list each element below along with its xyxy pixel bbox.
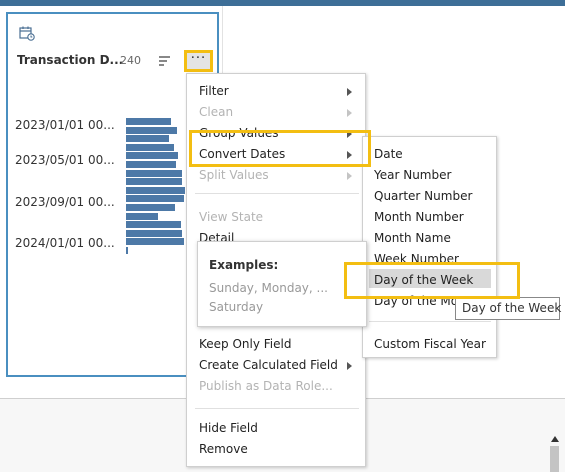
field-profile-card[interactable]: Transaction D... 240 ··· 2023/01/01 00..…	[6, 12, 219, 377]
histogram-bar[interactable]	[126, 118, 171, 125]
histogram-bar[interactable]	[126, 126, 177, 134]
axis-tick-label: 2023/01/01 00...	[15, 118, 115, 132]
examples-text: Sunday, Monday, ... Saturday	[209, 281, 328, 314]
submenu-item-day-of-the-week[interactable]: Day of the Week	[374, 273, 474, 287]
histogram-bar[interactable]	[126, 229, 182, 237]
submenu-item-year-number[interactable]: Year Number	[374, 168, 452, 182]
histogram-bar[interactable]	[126, 143, 174, 151]
menu-item-keep-only-field[interactable]: Keep Only Field	[199, 337, 292, 351]
submenu-item-quarter-number[interactable]: Quarter Number	[374, 189, 473, 203]
menu-item-convert-dates[interactable]: Convert Dates	[199, 147, 286, 161]
submenu-item-month-name[interactable]: Month Name	[374, 231, 451, 245]
scrollbar-thumb[interactable]	[550, 446, 559, 472]
histogram-bar[interactable]	[126, 135, 169, 143]
histogram-bar[interactable]	[126, 152, 178, 160]
menu-item-create-calculated-field[interactable]: Create Calculated Field	[199, 358, 338, 372]
field-name: Transaction D...	[17, 53, 124, 67]
axis-tick-label: 2023/09/01 00...	[15, 195, 115, 209]
submenu-arrow-icon	[347, 130, 352, 138]
submenu-hover-highlight	[369, 269, 491, 288]
hover-tooltip: Day of the Week	[455, 297, 561, 320]
examples-panel: Examples: Sunday, Monday, ... Saturday	[197, 241, 367, 327]
highlight-day-of-week	[344, 262, 520, 299]
menu-separator	[195, 193, 359, 194]
menu-item-clean: Clean	[199, 105, 234, 119]
submenu-item-custom-fiscal-year[interactable]: Custom Fiscal Year	[374, 337, 486, 351]
menu-item-view-state: View State	[199, 210, 264, 224]
examples-title: Examples:	[209, 258, 279, 272]
axis-tick-label: 2024/01/01 00...	[15, 236, 115, 250]
menu-item-group-values[interactable]: Group Values	[199, 126, 279, 140]
calendar-icon	[19, 26, 35, 41]
field-count: 240	[120, 54, 141, 67]
histogram-bar[interactable]	[126, 178, 182, 186]
sort-icon[interactable]	[158, 55, 172, 67]
histogram-bar[interactable]	[126, 247, 128, 254]
submenu-arrow-icon	[347, 362, 352, 370]
histogram-bar[interactable]	[126, 161, 176, 168]
histogram-bar[interactable]	[126, 212, 158, 220]
axis-tick-label: 2023/05/01 00...	[15, 153, 115, 167]
histogram-bar[interactable]	[126, 186, 185, 194]
histogram-bar[interactable]	[126, 204, 175, 211]
highlight-convert-dates	[189, 130, 371, 167]
histogram-bar[interactable]	[126, 221, 181, 229]
menu-item-filter[interactable]: Filter	[199, 84, 229, 98]
submenu-arrow-icon	[347, 109, 352, 117]
menu-item-hide-field[interactable]: Hide Field	[199, 421, 258, 435]
submenu-separator	[369, 321, 491, 322]
menu-separator	[195, 408, 359, 409]
submenu-item-month-number[interactable]: Month Number	[374, 210, 464, 224]
histogram-bar[interactable]	[126, 169, 182, 177]
submenu-arrow-icon	[347, 151, 352, 159]
menu-item-split-values: Split Values	[199, 168, 269, 182]
more-options-button[interactable]: ···	[184, 50, 213, 72]
submenu-item-date[interactable]: Date	[374, 147, 403, 161]
histogram-bar[interactable]	[126, 238, 184, 246]
submenu-arrow-icon	[347, 172, 352, 180]
submenu-arrow-icon	[347, 88, 352, 96]
convert-dates-submenu: Date Year Number Quarter Number Month Numbe…	[362, 136, 497, 358]
menu-item-remove[interactable]: Remove	[199, 442, 248, 456]
histogram-bar[interactable]	[126, 195, 184, 203]
top-strip	[0, 0, 565, 6]
menu-item-publish-as-data-role: Publish as Data Role...	[199, 379, 333, 393]
scroll-up-arrow-icon[interactable]	[551, 436, 559, 442]
